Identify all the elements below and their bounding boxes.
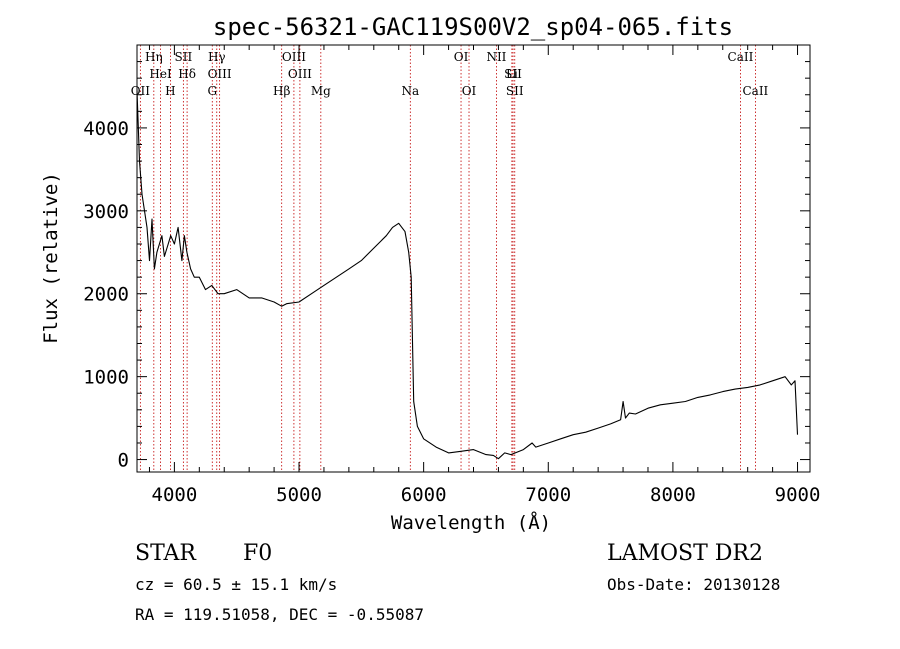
y-axis-label: Flux (relative) <box>40 172 62 344</box>
spectral-line-label: SII <box>506 84 524 98</box>
spectral-line-label: HeI <box>149 67 172 81</box>
spectral-line-label: H <box>165 84 175 98</box>
spectral-line-label: Hδ <box>178 67 196 81</box>
x-axis: 4000 5000 6000 7000 8000 9000 <box>148 45 821 506</box>
spectral-line-label: Na <box>401 84 419 98</box>
chart-title: spec-56321-GAC119S00V2_sp04-065.fits <box>213 13 733 41</box>
spectral-line-label: OIII <box>288 67 312 81</box>
x-tick-label: 9000 <box>775 484 821 506</box>
y-tick-label: 2000 <box>83 284 129 306</box>
spectral-line-label: CaII <box>742 84 768 98</box>
y-tick-label: 3000 <box>83 201 129 223</box>
spectral-line-label: SII <box>175 50 193 64</box>
spectral-line-label: Hβ <box>273 84 290 98</box>
spectral-line-label: OI <box>454 50 469 64</box>
spectral-line-label: Hγ <box>208 50 226 64</box>
x-tick-label: 7000 <box>525 484 571 506</box>
spectral-line-label: SII <box>504 67 522 81</box>
y-axis: 0 1000 2000 3000 4000 <box>83 61 810 472</box>
radec-text: RA = 119.51058, DEC = -0.55087 <box>135 605 424 624</box>
survey-label: LAMOST DR2 <box>607 541 763 566</box>
spectral-line-label: Mg <box>311 84 331 98</box>
redshift-text: cz = 60.5 ± 15.1 km/s <box>135 575 337 594</box>
spectral-line-label: NII <box>486 50 506 64</box>
x-tick-label: 4000 <box>152 484 198 506</box>
y-tick-label: 0 <box>118 450 129 472</box>
x-tick-label: 6000 <box>401 484 447 506</box>
y-tick-label: 1000 <box>83 367 129 389</box>
spectral-line-label: Hη <box>145 50 163 64</box>
x-tick-label: 5000 <box>276 484 322 506</box>
spectrum-line <box>136 90 799 460</box>
spectral-line-label: CaII <box>728 50 754 64</box>
object-subclass: F0 <box>243 541 272 566</box>
obs-date-text: Obs-Date: 20130128 <box>607 575 780 594</box>
spectral-line-label: OII <box>131 84 151 98</box>
spectral-line-label: G <box>207 84 217 98</box>
spectral-line-label: Li <box>506 67 518 81</box>
x-axis-label: Wavelength (Å) <box>391 511 551 534</box>
object-class: STAR <box>135 541 197 566</box>
spectral-line-markers <box>139 45 756 472</box>
x-tick-label: 8000 <box>650 484 696 506</box>
spectral-line-label: OI <box>462 84 477 98</box>
spectrum-series <box>136 90 799 460</box>
spectral-line-label: OIII <box>208 67 232 81</box>
plot-frame <box>136 44 811 473</box>
y-tick-label: 4000 <box>83 118 129 140</box>
spectral-line-label: OIII <box>282 50 306 64</box>
